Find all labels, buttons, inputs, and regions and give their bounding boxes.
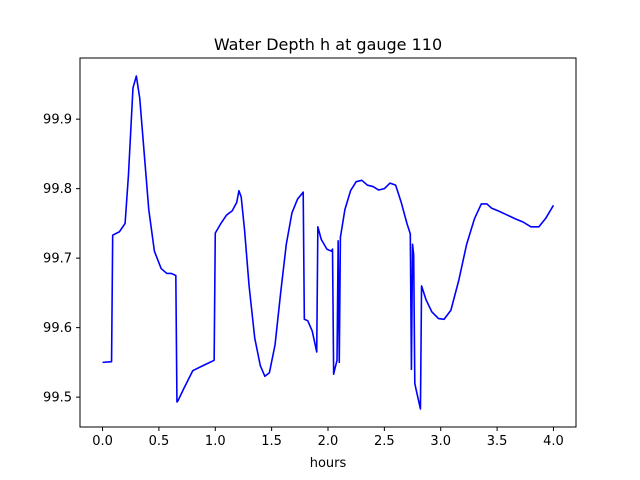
- x-tick-label: 0.0: [92, 434, 113, 449]
- series-line-0: [102, 75, 555, 410]
- plot-area: [80, 58, 576, 427]
- y-tick-label: 99.8: [43, 182, 72, 197]
- x-axis-ticks: 0.0 0.5 1.0 1.5 2.0 2.5 3.0 3.5 4.0: [92, 427, 564, 449]
- x-tick-label: 1.0: [205, 434, 226, 449]
- marks-layer: [102, 75, 555, 410]
- x-tick-label: 2.5: [374, 434, 395, 449]
- y-tick-label: 99.7: [43, 252, 72, 267]
- x-tick-label: 2.0: [318, 434, 339, 449]
- y-tick-label: 99.6: [43, 321, 72, 336]
- x-tick-label: 3.0: [430, 434, 451, 449]
- x-tick-label: 4.0: [543, 434, 564, 449]
- x-tick-label: 3.5: [487, 434, 508, 449]
- y-tick-label: 99.5: [43, 391, 72, 406]
- x-tick-label: 1.5: [261, 434, 282, 449]
- y-axis-ticks: 99.5 99.6 99.7 99.8 99.9: [43, 113, 80, 406]
- x-tick-label: 0.5: [149, 434, 170, 449]
- x-axis-label: hours: [310, 456, 347, 471]
- y-tick-label: 99.9: [43, 113, 72, 128]
- chart-title: Water Depth h at gauge 110: [214, 35, 442, 54]
